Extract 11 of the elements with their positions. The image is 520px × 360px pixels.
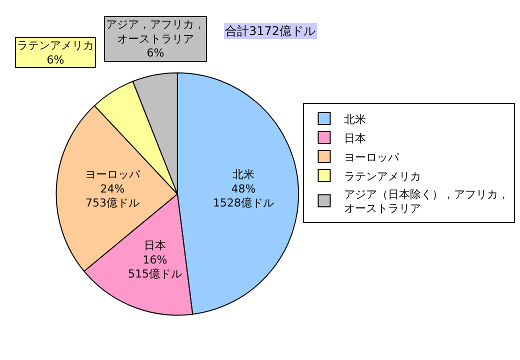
legend-label: 北米 — [344, 112, 366, 126]
legend-label: アジア（日本除く），アフリカ，オーストラリア — [344, 188, 510, 216]
data-label: ラテンアメリカ 6% — [17, 39, 94, 66]
legend-label: ラテンアメリカ — [344, 170, 422, 183]
text: 合計3172億ドル — [225, 24, 316, 38]
data-label: 日本 16% 515億ドル — [128, 239, 182, 281]
data-label: 北米 48% 1528億ドル — [213, 168, 274, 210]
data-label: アジア，アフリカ，オーストラリア 6% — [106, 18, 205, 60]
data-label: ヨーロッパ 24% 753億ドル — [85, 168, 141, 210]
legend-label: ヨーロッパ — [344, 150, 400, 164]
legend-label: 日本 — [344, 132, 366, 145]
